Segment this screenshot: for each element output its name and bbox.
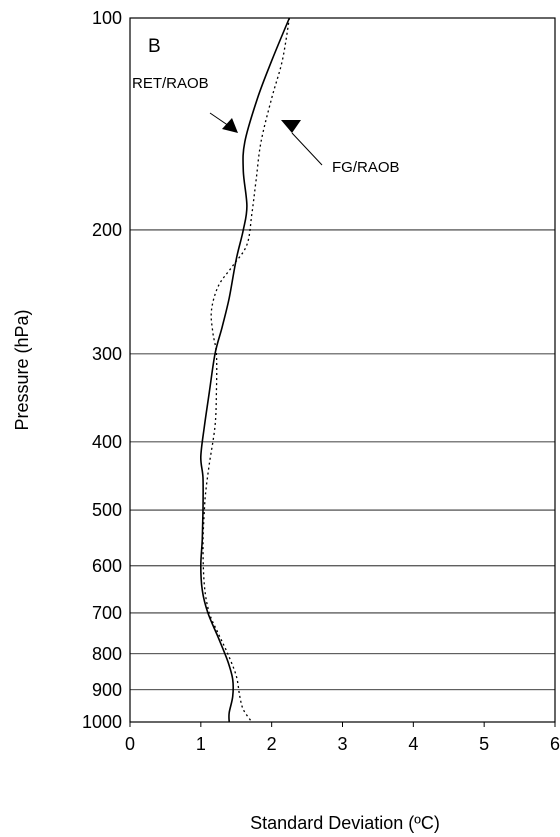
annotation-fg-raob-arrowhead [281,120,301,133]
y-tick-label: 500 [92,500,122,520]
x-tick-label: 4 [408,734,418,754]
y-tick-labels: 100 200 300 400 500 600 700 800 900 1000 [82,8,122,732]
x-tick-labels: 0 1 2 3 4 5 6 [125,722,560,754]
plot-frame [129,17,556,723]
series-line-ret-raob [199,17,291,723]
y-tick-label: 400 [92,432,122,452]
annotation-ret-raob: RET/RAOB [132,75,209,92]
x-tick-label: 2 [267,734,277,754]
x-tick-label: 6 [550,734,560,754]
y-axis-title: Pressure (hPa) [12,309,32,430]
y-tick-label: 100 [92,8,122,28]
series-line-fg-raob [202,17,291,723]
y-tick-label: 200 [92,220,122,240]
x-tick-label: 0 [125,734,135,754]
annotation-fg-raob: FG/RAOB [332,159,400,176]
grid-lines [130,229,555,691]
x-tick-label: 3 [337,734,347,754]
x-axis-title: Standard Deviation (ºC) [250,813,440,833]
x-tick-label: 1 [196,734,206,754]
y-tick-label: 800 [92,644,122,664]
y-tick-label: 300 [92,344,122,364]
panel-label: B [148,36,161,57]
y-tick-label: 900 [92,680,122,700]
y-tick-label: 1000 [82,712,122,732]
y-tick-label: 600 [92,556,122,576]
x-tick-label: 5 [479,734,489,754]
y-tick-label: 700 [92,603,122,623]
annotation-fg-raob-arrow-shaft [291,132,323,166]
series-lines [199,17,291,723]
annotation-ret-raob-arrowhead [222,118,238,133]
